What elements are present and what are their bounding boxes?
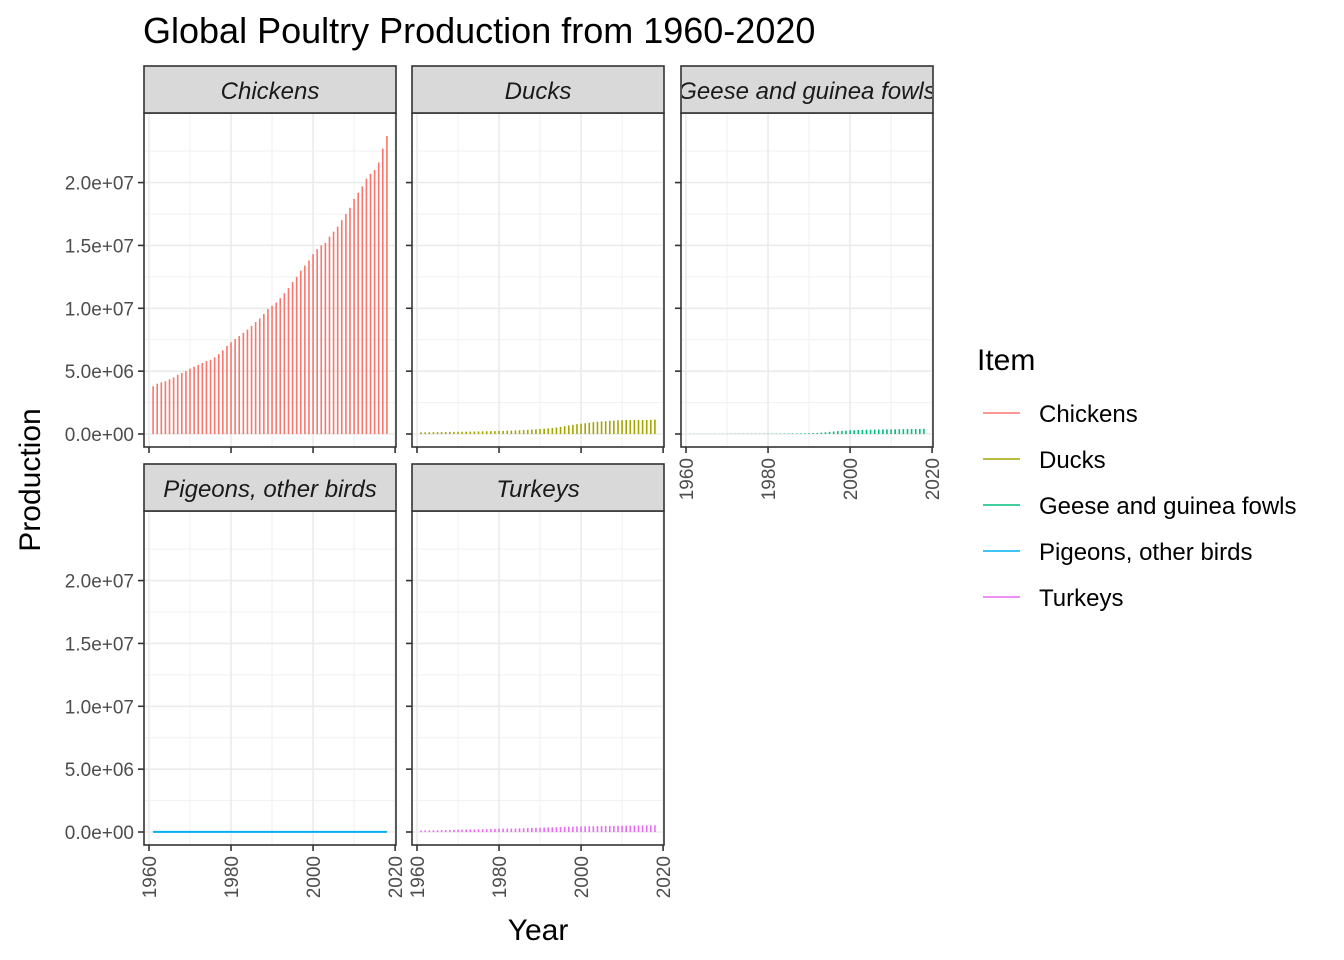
series-ducks	[420, 419, 656, 434]
legend-label-chickens: Chickens	[1039, 401, 1138, 428]
x-tick-label: 1980	[222, 856, 243, 898]
x-tick-label: 2020	[923, 458, 944, 500]
strip-turkeys	[411, 463, 665, 512]
y-tick-label: 0.0e+00	[65, 425, 134, 446]
y-tick-label: 1.0e+07	[65, 299, 134, 320]
y-tick-label: 5.0e+06	[65, 760, 134, 781]
y-tick-label: 1.0e+07	[65, 697, 134, 718]
strip-label-turkeys: Turkeys	[496, 476, 580, 503]
x-tick-label: 1960	[677, 458, 698, 500]
strip-chickens	[143, 65, 397, 114]
y-axis-title: Production	[14, 408, 47, 551]
y-tick-label: 1.5e+07	[65, 236, 134, 257]
x-axis-title: Year	[508, 914, 569, 947]
x-tick-label: 1980	[759, 458, 780, 500]
y-tick-label: 2.0e+07	[65, 572, 134, 593]
strip-label-ducks: Ducks	[505, 78, 572, 105]
strip-geese-and-guinea-fowls	[680, 65, 934, 114]
strip-label-geese-and-guinea-fowls: Geese and guinea fowls	[678, 78, 936, 105]
strip-ducks	[411, 65, 665, 114]
legend-label-ducks: Ducks	[1039, 447, 1106, 474]
x-tick-label: 1980	[490, 856, 511, 898]
series-chickens	[152, 136, 388, 434]
y-tick-label: 5.0e+06	[65, 362, 134, 383]
panel-background-ducks	[412, 113, 664, 447]
panel-background-pigeons-other-birds	[144, 511, 396, 845]
legend-label-turkeys: Turkeys	[1039, 585, 1123, 612]
series-geese-and-guinea-fowls	[689, 428, 925, 434]
facet-panels: Chickens 0.0e+00 5.0e+06 1.0e+07 1.5e+07 2.0e…	[65, 65, 944, 898]
x-tick-label: 2000	[304, 856, 325, 898]
strip-label-chickens: Chickens	[221, 78, 320, 105]
y-tick-label: 2.0e+07	[65, 174, 134, 195]
legend: Item Chickens Ducks Geese and guinea fowls…	[977, 344, 1297, 612]
x-tick-label: 2000	[572, 856, 593, 898]
x-tick-label: 1960	[408, 856, 429, 898]
x-tick-label: 2020	[386, 856, 407, 898]
x-tick-label: 1960	[140, 856, 161, 898]
x-tick-label: 2020	[654, 856, 675, 898]
x-tick-label: 2000	[841, 458, 862, 500]
strip-pigeons-other-birds	[143, 463, 397, 512]
y-tick-label: 1.5e+07	[65, 634, 134, 655]
legend-label-geese-and-guinea-fowls: Geese and guinea fowls	[1039, 493, 1297, 520]
panel-background-turkeys	[412, 511, 664, 845]
chart-title: Global Poultry Production from 1960-2020	[143, 10, 815, 51]
y-tick-label: 0.0e+00	[65, 823, 134, 844]
legend-title: Item	[977, 344, 1035, 377]
series-turkeys	[420, 825, 656, 832]
panel-background-geese-and-guinea-fowls	[681, 113, 933, 447]
legend-label-pigeons-other-birds: Pigeons, other birds	[1039, 539, 1252, 566]
strip-label-pigeons-other-birds: Pigeons, other birds	[163, 476, 376, 503]
